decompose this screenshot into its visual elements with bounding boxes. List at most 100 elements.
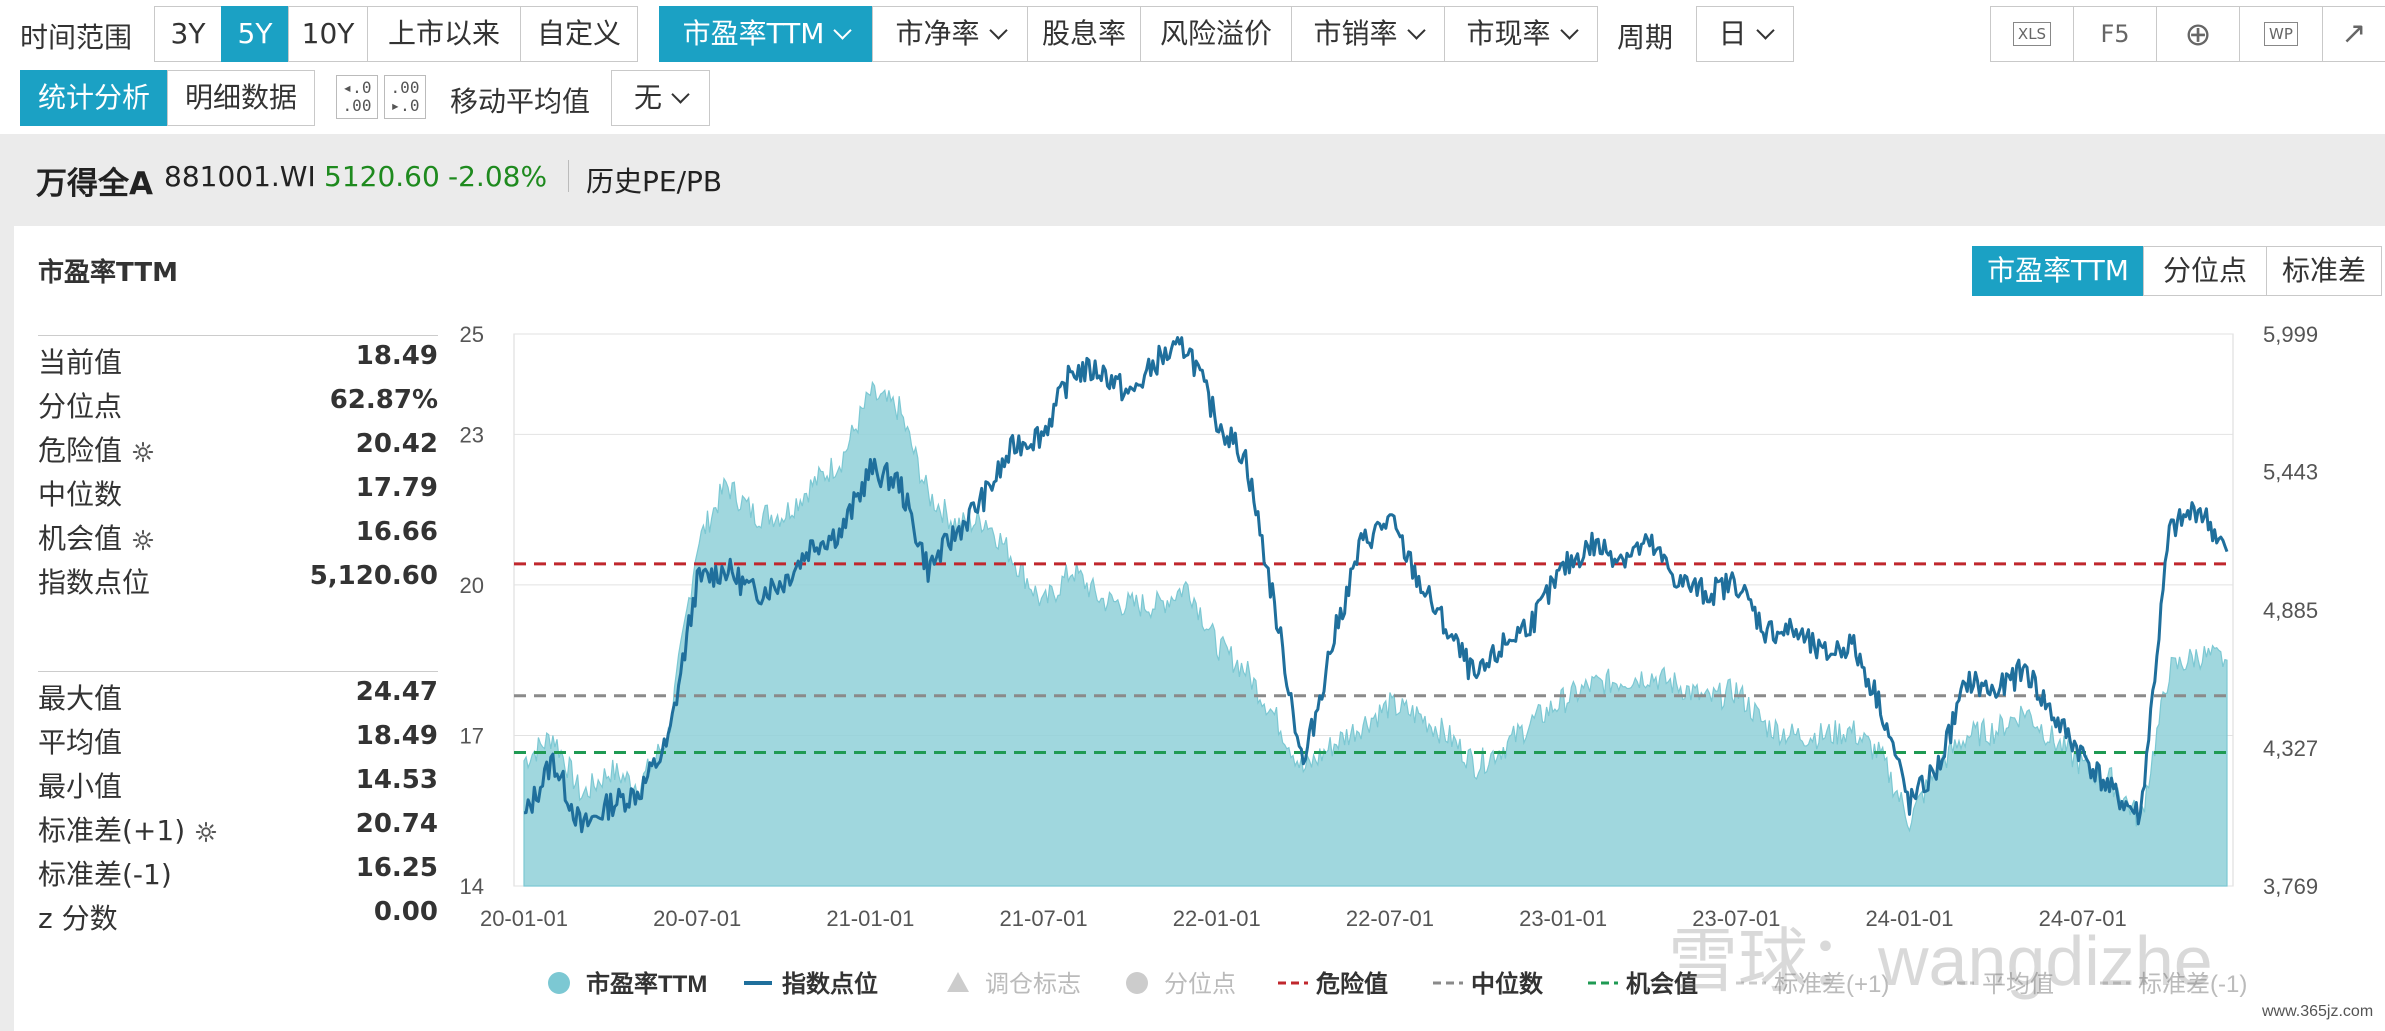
- add-circle-icon[interactable]: ⊕: [2156, 6, 2240, 62]
- stat-label: 标准差(+1): [38, 809, 217, 849]
- stat-value: 20.74: [355, 809, 438, 839]
- divider: [38, 335, 438, 336]
- legend-item[interactable]: 分位点: [1126, 971, 1236, 998]
- metric-dividend-button[interactable]: 股息率: [1027, 6, 1141, 62]
- index-info-bar: 万得全A 881001.WI 5120.60 -2.08% 历史PE/PB: [0, 134, 2385, 220]
- metric-pe-ttm-dropdown[interactable]: 市盈率TTM: [659, 6, 873, 62]
- legend-label: 分位点: [1164, 971, 1236, 998]
- x-axis-tick-label: 20-01-01: [480, 906, 568, 931]
- legend-item[interactable]: 标准差(-1): [2100, 971, 2247, 998]
- x-axis-tick-label: 21-01-01: [826, 906, 914, 931]
- stat-value: 17.79: [355, 473, 438, 503]
- legend-item[interactable]: 平均值: [1944, 971, 2054, 998]
- legend-item[interactable]: 危险值: [1278, 970, 1388, 998]
- legend-item[interactable]: 机会值: [1588, 970, 1698, 998]
- range-3y-button[interactable]: 3Y: [154, 6, 222, 62]
- index-name: 万得全A: [36, 166, 153, 202]
- stat-value: 5,120.60: [309, 561, 438, 591]
- legend-item[interactable]: 调仓标志: [947, 971, 1081, 998]
- pe-ttm-area-layer: [523, 380, 2228, 887]
- metric-pcf-dropdown[interactable]: 市现率: [1444, 6, 1598, 62]
- stat-label: 最小值: [38, 770, 123, 803]
- legend-label: 危险值: [1316, 970, 1388, 998]
- x-axis-tick-label: 22-07-01: [1346, 906, 1434, 931]
- legend-item[interactable]: 指数点位: [744, 970, 878, 998]
- stat-label: 指数点位: [38, 566, 151, 599]
- stat-row: 指数点位 5,120.60: [0, 561, 438, 601]
- legend-item[interactable]: 市盈率TTM: [548, 970, 707, 998]
- legend-label: 机会值: [1626, 970, 1698, 998]
- share-icon[interactable]: ↗: [2322, 6, 2385, 62]
- metric-ps-dropdown[interactable]: 市销率: [1291, 6, 1445, 62]
- moving-average-value: 无: [633, 81, 662, 114]
- x-axis-tick-label: 24-01-01: [1865, 906, 1953, 931]
- history-pe-pb-link[interactable]: 历史PE/PB: [586, 165, 723, 198]
- range-5y-button[interactable]: 5Y: [221, 6, 289, 62]
- x-axis-tick-label: 21-07-01: [1000, 906, 1088, 931]
- stat-row: 当前值 18.49: [0, 341, 438, 381]
- tab-std-dev[interactable]: 标准差: [2266, 246, 2382, 296]
- metric-pe-ttm-label: 市盈率TTM: [682, 17, 825, 50]
- stat-row: 分位点 62.87%: [0, 385, 438, 425]
- right-axis-tick-label: 4,327: [2263, 736, 2318, 761]
- metric-pcf-label: 市现率: [1466, 17, 1551, 50]
- chart-legend[interactable]: 市盈率TTM 指数点位 调仓标志 分位点 危险值 中位数 机会值 标准差(+1) 平均值 标准差(…: [548, 970, 2247, 998]
- moving-average-select[interactable]: 无: [611, 70, 710, 126]
- top-toolbar: 时间范围 3Y 5Y 10Y 上市以来 自定义 市盈率TTM 市净率 股息率 风…: [0, 0, 2385, 134]
- watermark-small: www.365jz.com: [2262, 1003, 2374, 1020]
- legend-item[interactable]: 标准差(+1): [1736, 971, 1889, 998]
- tab-statistics[interactable]: 统计分析: [20, 70, 168, 126]
- range-since-listing-button[interactable]: 上市以来: [367, 6, 521, 62]
- metric-ps-label: 市销率: [1313, 17, 1398, 50]
- stat-value: 14.53: [355, 765, 438, 795]
- legend-label: 标准差(-1): [2138, 971, 2247, 998]
- watermark-text: 雪球：wangdizhe: [1668, 922, 2213, 1000]
- range-10y-button[interactable]: 10Y: [288, 6, 368, 62]
- stat-row: z 分数 0.00: [0, 897, 438, 937]
- stat-label: 最大值: [38, 682, 123, 715]
- right-axis-tick-label: 4,885: [2263, 598, 2318, 623]
- legend-label: 指数点位: [782, 970, 878, 998]
- period-label: 周期: [1617, 21, 1674, 54]
- divider: [568, 160, 569, 192]
- tab-percentile[interactable]: 分位点: [2143, 246, 2267, 296]
- legend-label: 调仓标志: [985, 971, 1081, 998]
- index-code: 881001.WI: [164, 160, 316, 193]
- settings-gear-icon[interactable]: [195, 821, 217, 843]
- x-axis-tick-label: 24-07-01: [2039, 906, 2127, 931]
- decimal-increase-icon[interactable]: ◂.0.00: [336, 75, 378, 119]
- tab-pe-ttm[interactable]: 市盈率TTM: [1972, 246, 2144, 296]
- period-value: 日: [1718, 17, 1747, 50]
- left-axis-tick-label: 25: [460, 322, 484, 347]
- stat-label: 中位数: [38, 478, 123, 511]
- x-axis-tick-label: 23-01-01: [1519, 906, 1607, 931]
- wp-export-icon[interactable]: WP: [2239, 6, 2323, 62]
- settings-gear-icon[interactable]: [132, 529, 154, 551]
- decimal-decrease-icon[interactable]: .00 ▸.0: [384, 75, 426, 119]
- x-axis-tick-label: 23-07-01: [1692, 906, 1780, 931]
- legend-label: 市盈率TTM: [586, 970, 707, 998]
- legend-item[interactable]: 中位数: [1433, 970, 1544, 998]
- xls-export-label: XLS: [2012, 22, 2052, 46]
- stat-label: 危险值: [38, 429, 154, 469]
- left-axis-tick-label: 14: [460, 874, 484, 899]
- stat-row: 最小值 14.53: [0, 765, 438, 805]
- metric-risk-premium-button[interactable]: 风险溢价: [1140, 6, 1292, 62]
- period-select[interactable]: 日: [1696, 6, 1794, 62]
- tab-detail-data[interactable]: 明细数据: [167, 70, 315, 126]
- stat-value: 18.49: [355, 721, 438, 751]
- pe-ttm-area: [523, 380, 2228, 887]
- metric-pb-label: 市净率: [895, 17, 980, 50]
- legend-dot-icon: [548, 972, 570, 994]
- stat-value: 16.66: [355, 517, 438, 547]
- metric-pb-dropdown[interactable]: 市净率: [872, 6, 1028, 62]
- right-axis-tick-label: 5,443: [2263, 460, 2318, 485]
- range-custom-button[interactable]: 自定义: [520, 6, 638, 62]
- refresh-f5-icon[interactable]: F5: [2073, 6, 2157, 62]
- legend-label: 标准差(+1): [1774, 971, 1889, 998]
- stat-label: z 分数: [38, 902, 118, 935]
- settings-gear-icon[interactable]: [132, 441, 154, 463]
- stat-value: 24.47: [355, 677, 438, 707]
- stat-row: 危险值 20.42: [0, 429, 438, 469]
- stat-value: 16.25: [355, 853, 438, 883]
